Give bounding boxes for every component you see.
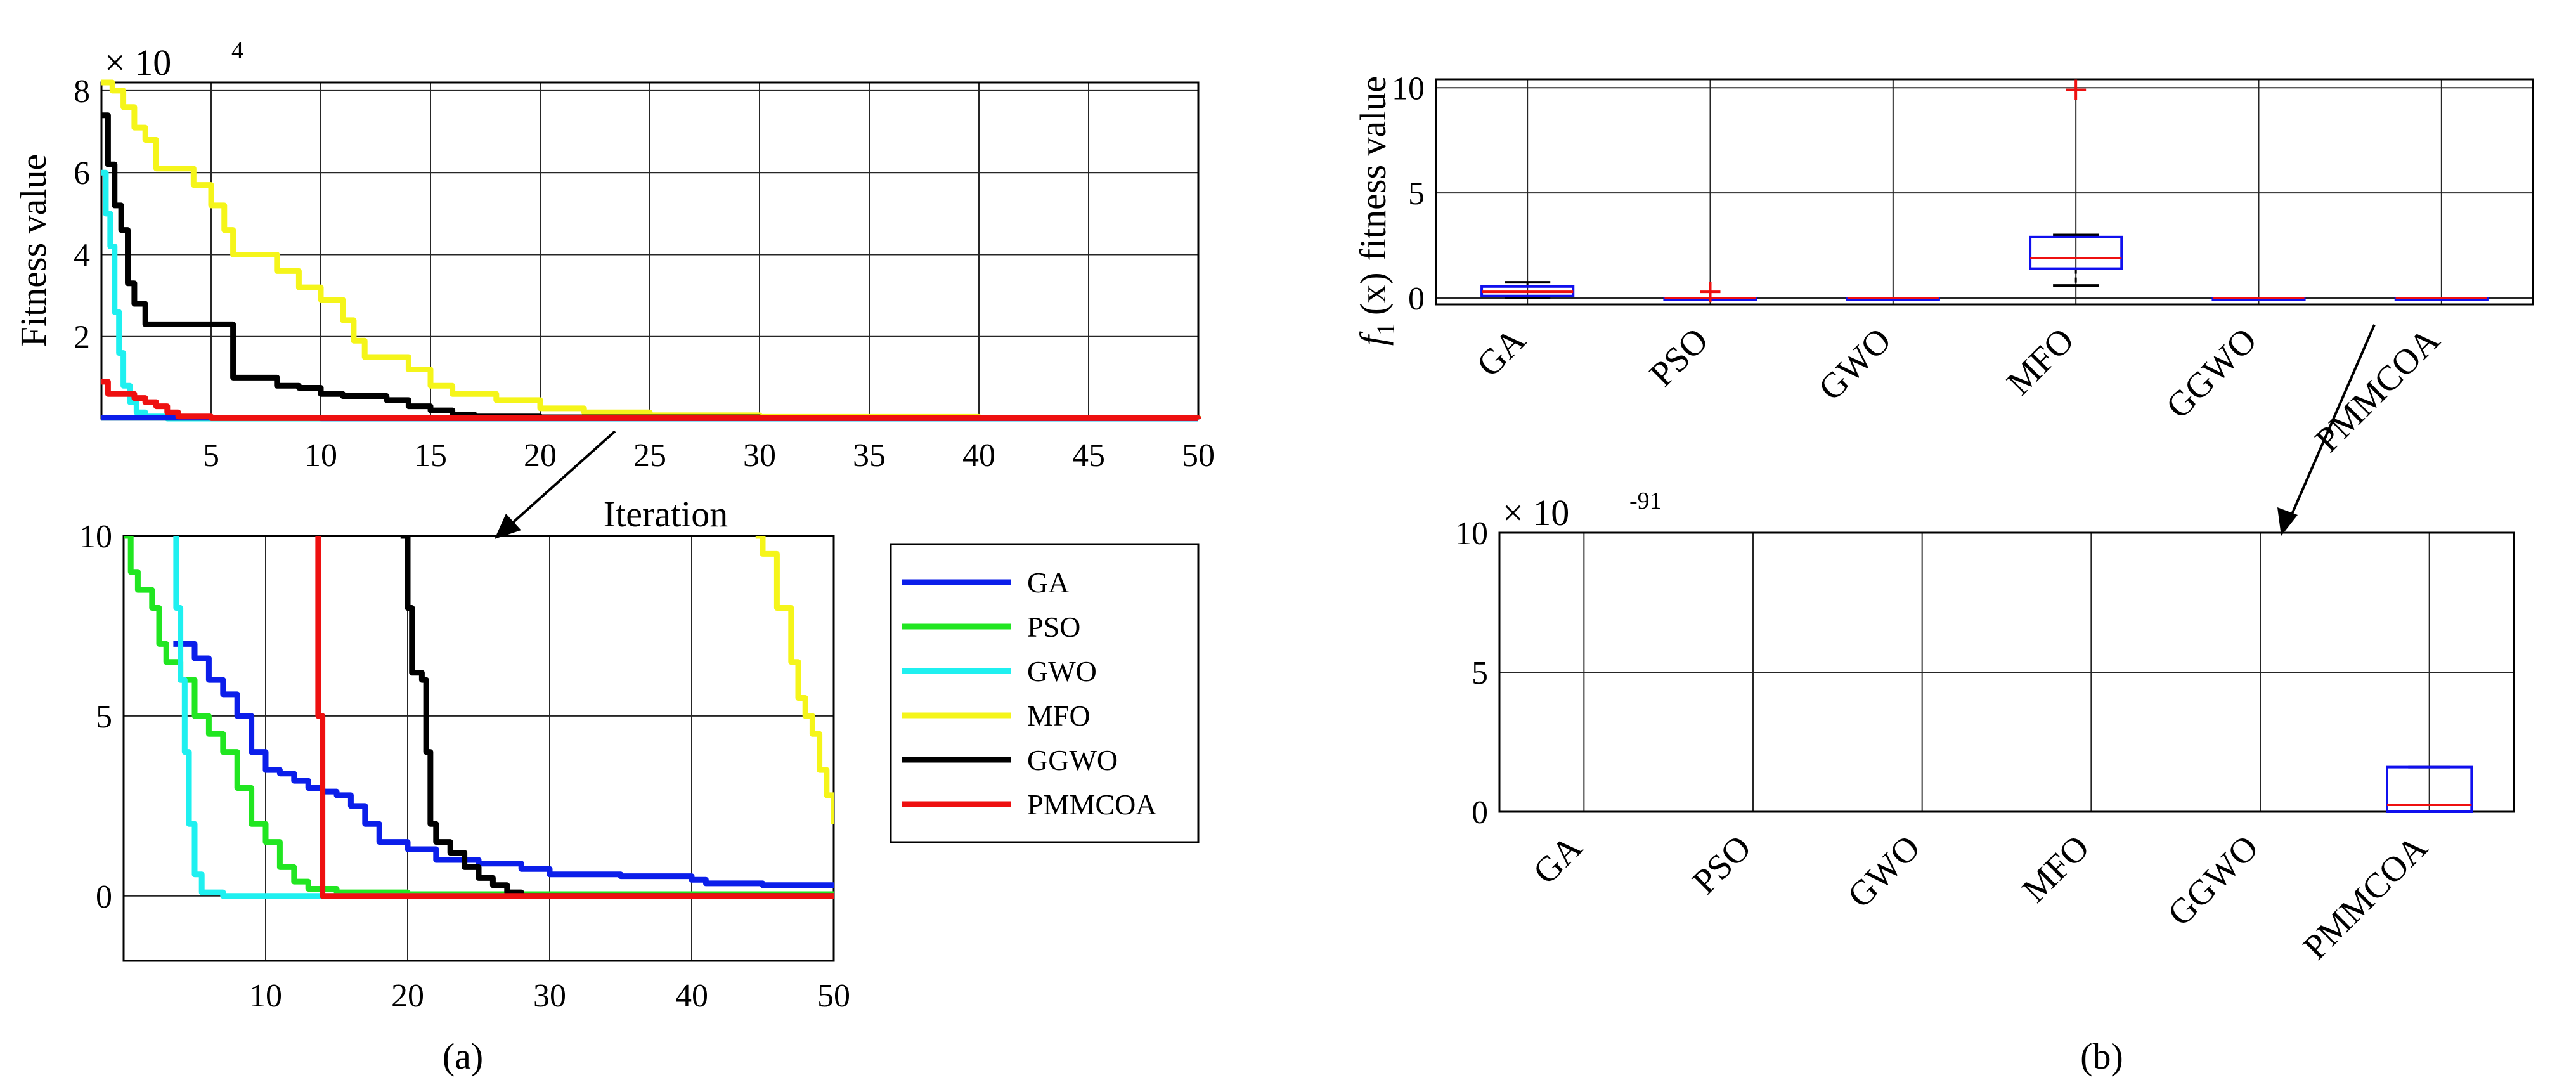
y-axis-label: f1(x)fitness value (1352, 76, 1400, 346)
legend-label-ggwo: GGWO (1027, 744, 1118, 776)
y-exponent: × 10 (1503, 492, 1569, 533)
series-line-ggwo (101, 112, 1201, 421)
convergence-plot-zoom: 10 20 30 40 50 0 5 10 (79, 519, 850, 1014)
y-tick-label: 5 (96, 699, 112, 735)
y-tick-label: 5 (1472, 655, 1488, 691)
series-line-mfo (101, 79, 1201, 421)
y-tick-label: 10 (1455, 516, 1488, 552)
x-tick-label: 30 (743, 438, 776, 474)
x-tick-label: 10 (249, 978, 282, 1014)
x-tick-label: 35 (853, 438, 886, 474)
series-line-ga (173, 641, 834, 888)
x-tick-label: 50 (1182, 438, 1215, 474)
series-line-pmmcoa (315, 536, 834, 899)
zoom-arrow-a (495, 430, 616, 539)
y-exponent-power: -91 (1629, 488, 1662, 514)
x-tick-label: 15 (414, 438, 447, 474)
series-line-ggwo (400, 536, 834, 899)
y-exponent-power: 4 (231, 37, 243, 64)
box-pmmcoa (2386, 765, 2473, 813)
x-tick-label: 10 (304, 438, 337, 474)
x-tick-label: 40 (962, 438, 995, 474)
legend-label-mfo: MFO (1027, 700, 1091, 732)
x-tick-label: 50 (817, 978, 850, 1014)
y-exponent: × 10 (105, 42, 171, 83)
y-axis-label-text: fitness value (1352, 76, 1394, 261)
y-axis-label: Fitness value (13, 154, 54, 347)
y-tick-label: 6 (74, 155, 90, 192)
legend-box (890, 543, 1200, 843)
y-tick-label: 0 (1472, 795, 1488, 831)
legend-label-ga: GA (1027, 566, 1069, 599)
x-tick-label: 45 (1072, 438, 1105, 474)
y-tick-label: 0 (96, 879, 112, 915)
x-tick-label: 5 (203, 438, 219, 474)
caption-b: (b) (2080, 1036, 2123, 1077)
x-axis-label: Iteration (604, 493, 728, 535)
y-tick-label: 0 (1408, 281, 1425, 317)
series-line-pmmcoa (101, 379, 1201, 421)
box-zoom-frame (1498, 531, 2515, 813)
legend-label-pso: PSO (1027, 611, 1080, 643)
conv-zoom-frame (122, 535, 835, 962)
y-tick-label: 2 (74, 320, 90, 356)
y-axis-label-sub: 1 (1371, 323, 1400, 335)
x-tick-label: 20 (524, 438, 557, 474)
y-axis-label-arg: (x) (1352, 272, 1394, 315)
y-tick-label: 10 (1392, 70, 1425, 107)
legend: GA PSO GWO MFO GGWO PMMCOA (890, 543, 1200, 843)
box-top-frame (1435, 78, 2534, 306)
box-mfo (2029, 235, 2123, 270)
series-line-pso (124, 536, 834, 897)
y-tick-label: 4 (74, 237, 90, 273)
y-tick-label: 8 (74, 74, 90, 110)
x-tick-label: 20 (391, 978, 424, 1014)
y-tick-label: 10 (79, 519, 112, 555)
x-tick-label: 30 (533, 978, 566, 1014)
x-tick-label: 25 (633, 438, 666, 474)
legend-label-pmmcoa: PMMCOA (1027, 788, 1157, 821)
legend-label-gwo: GWO (1027, 655, 1097, 687)
zoom-series-group (124, 536, 834, 899)
series-line-mfo (755, 536, 834, 824)
zoom-arrow-b (2277, 324, 2376, 536)
caption-a: (a) (443, 1036, 483, 1077)
convergence-plot-top: 5 10 15 20 25 30 35 40 45 50 2 4 6 8 × 10 4 Fitness valu… (13, 37, 1215, 535)
x-tick-label: 40 (675, 978, 708, 1014)
y-tick-label: 5 (1408, 176, 1425, 212)
series-line-gwo (173, 536, 834, 899)
